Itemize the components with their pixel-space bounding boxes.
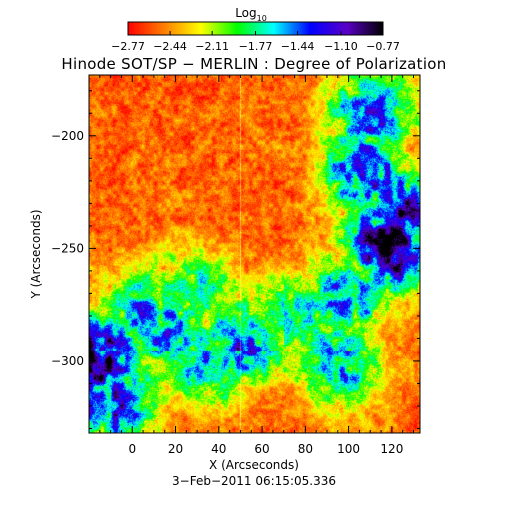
y-axis: −300 −250 −200	[51, 90, 420, 429]
y-tick-label: −300	[51, 354, 84, 368]
observation-timestamp: 3−Feb−2011 06:15:05.336	[172, 474, 336, 488]
x-axis-label: X (Arcseconds)	[209, 458, 299, 472]
x-tick-label: 100	[337, 442, 360, 456]
plot-frame	[88, 74, 421, 434]
colorbar-title: Log10	[235, 6, 267, 23]
heatmap-image	[89, 75, 420, 433]
colorbar-tick-label: −1.10	[324, 40, 358, 53]
x-tick-label: 60	[254, 442, 269, 456]
y-tick-label: −200	[51, 129, 84, 143]
x-tick-label: 120	[380, 442, 403, 456]
colorbar-tick-label: −0.77	[366, 40, 400, 53]
x-tick-label: 0	[128, 442, 136, 456]
x-tick-label: 80	[298, 442, 313, 456]
y-tick-label: −250	[51, 241, 84, 255]
colorbar-tick-label: −1.77	[239, 40, 273, 53]
x-axis: 0 20 40 60 80 100 120	[99, 75, 415, 456]
y-axis-label: Y (Arcseconds)	[29, 209, 43, 299]
x-tick-label: 20	[168, 442, 183, 456]
x-tick-label: 40	[211, 442, 226, 456]
colorbar-tick-label: −2.11	[195, 40, 229, 53]
chart-title: Hinode SOT/SP − MERLIN : Degree of Polar…	[61, 55, 446, 73]
colorbar: Log10 −2.77 −2.44 −2.11 −1.77 −1.44 −1.10 −0.7…	[111, 6, 400, 53]
colorbar-tick-label: −1.44	[281, 40, 315, 53]
colorbar-ticks: −2.77 −2.44 −2.11 −1.77 −1.44 −1.10 −0.77	[111, 31, 400, 53]
colorbar-tick-label: −2.77	[111, 40, 145, 53]
colorbar-tick-label: −2.44	[153, 40, 187, 53]
